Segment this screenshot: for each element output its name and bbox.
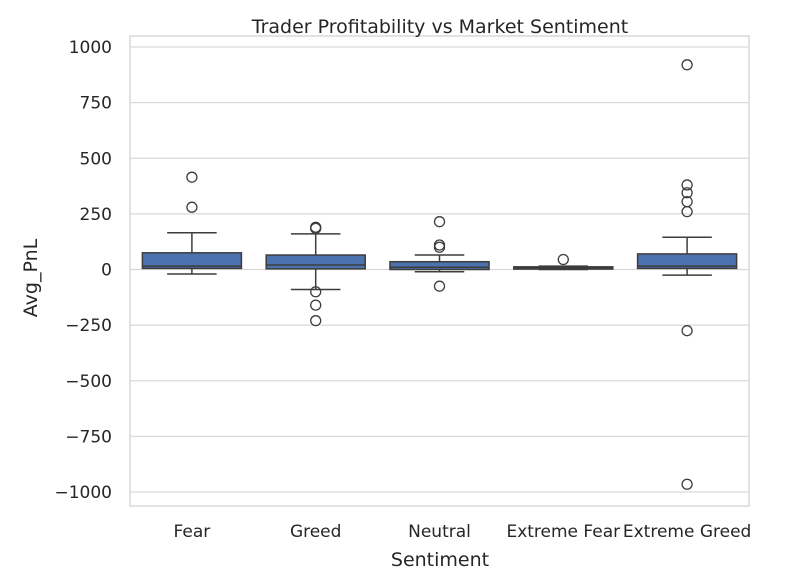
- y-tick-label: 250: [80, 205, 112, 225]
- box-body: [141, 252, 243, 270]
- box-extreme-greed: [636, 59, 738, 490]
- outlier-point: [433, 241, 446, 253]
- outlier-point: [310, 286, 322, 298]
- outlier-point: [681, 478, 693, 490]
- y-tick-label: −1000: [54, 483, 112, 503]
- outlier-point: [681, 205, 693, 218]
- y-axis-label: Avg_PnL: [20, 238, 42, 317]
- y-tick-label: 0: [101, 261, 112, 281]
- x-axis-label: Sentiment: [391, 549, 489, 571]
- box-neutral: [389, 216, 490, 292]
- outlier-point: [681, 187, 693, 199]
- y-tick-label: −750: [65, 427, 112, 447]
- outlier-point: [310, 299, 322, 311]
- outlier-point: [681, 59, 693, 71]
- box-body: [389, 260, 490, 271]
- box-plots: [141, 59, 738, 490]
- outlier-point: [681, 179, 693, 191]
- box-extreme-fear: [513, 253, 614, 271]
- y-tick-label: −250: [65, 316, 112, 336]
- outlier-point: [310, 221, 322, 233]
- chart-title: Trader Profitability vs Market Sentiment: [251, 16, 628, 38]
- outlier-point: [310, 315, 322, 327]
- x-tick-labels: Fear Greed Neutral Extreme Fear Extreme Gree…: [174, 522, 752, 542]
- outlier-point: [681, 325, 693, 337]
- box-body: [265, 254, 366, 270]
- y-grid: [130, 46, 749, 493]
- x-tick-label: Fear: [174, 522, 211, 542]
- outlier-point: [557, 253, 569, 266]
- y-tick-label: 500: [80, 149, 112, 169]
- outlier-point: [186, 201, 198, 213]
- y-tick-label: 750: [80, 94, 112, 114]
- box-fear: [141, 171, 243, 275]
- box-greed: [265, 221, 366, 327]
- x-tick-label: Extreme Greed: [623, 522, 751, 542]
- y-tick-label: 1000: [69, 38, 112, 58]
- outlier-point: [433, 216, 446, 228]
- box-body: [636, 253, 738, 270]
- x-tick-label: Extreme Fear: [506, 522, 620, 542]
- y-tick-label: −500: [65, 372, 112, 392]
- outlier-point: [433, 280, 446, 292]
- x-tick-label: Neutral: [408, 522, 471, 542]
- y-tick-labels: 1000 750 500 250 0 −250 −500 −750 −1000: [54, 38, 112, 503]
- x-tick-label: Greed: [290, 522, 342, 542]
- outlier-point: [186, 171, 198, 183]
